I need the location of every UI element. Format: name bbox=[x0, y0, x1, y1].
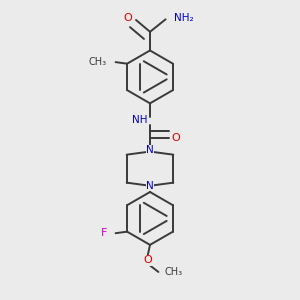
Text: NH₂: NH₂ bbox=[174, 13, 194, 23]
Text: F: F bbox=[101, 228, 107, 238]
Text: N: N bbox=[146, 145, 154, 155]
Text: N: N bbox=[146, 181, 154, 191]
Text: O: O bbox=[171, 134, 180, 143]
Text: O: O bbox=[124, 14, 133, 23]
Text: CH₃: CH₃ bbox=[88, 57, 106, 67]
Text: NH: NH bbox=[132, 116, 148, 125]
Text: CH₃: CH₃ bbox=[165, 267, 183, 277]
Text: O: O bbox=[143, 255, 152, 265]
